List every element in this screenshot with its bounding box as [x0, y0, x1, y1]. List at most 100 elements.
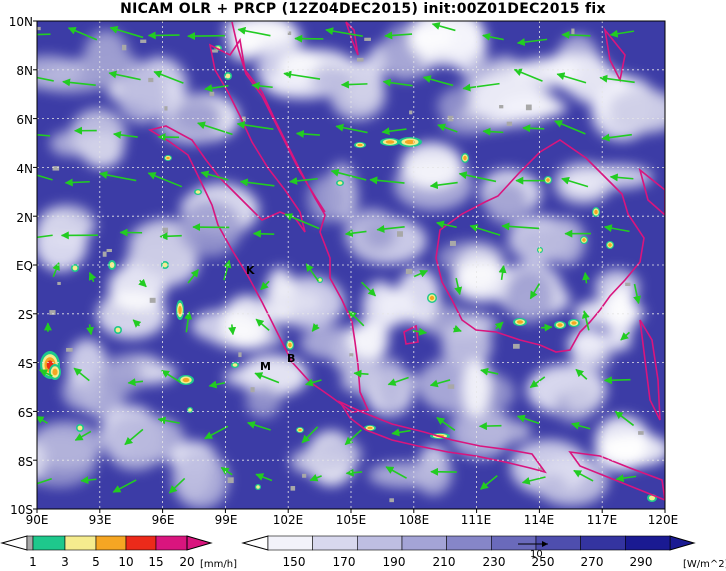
- light-precip-pixel: [513, 343, 520, 349]
- lon-label: 114E: [524, 513, 555, 527]
- precip-ticks: 1 3 5 10 15 20: [29, 555, 194, 569]
- wind-arrow: [345, 468, 363, 477]
- wind-arrow: [260, 280, 270, 291]
- lon-label: 96E: [152, 513, 175, 527]
- wind-arrow: [157, 416, 180, 425]
- light-precip-pixel: [447, 384, 455, 389]
- light-precip-pixel: [37, 26, 41, 31]
- precip-cell: [385, 140, 395, 144]
- sumatra-coastline: [147, 37, 370, 413]
- wind-arrow: [153, 70, 184, 84]
- wind-arrow: [480, 367, 499, 376]
- light-precip-pixel: [49, 310, 56, 315]
- wind-arrow: [348, 310, 365, 327]
- wind-arrow: [112, 130, 138, 139]
- precip-cell: [538, 248, 542, 252]
- wind-arrow: [237, 26, 271, 37]
- wind-arrow: [609, 29, 635, 38]
- precip-cell: [195, 190, 201, 194]
- precip-cell: [429, 295, 435, 301]
- light-precip-pixel: [242, 116, 246, 122]
- wind-arrow: [236, 120, 274, 130]
- wind-arrow: [108, 70, 141, 81]
- wind-arrow: [86, 324, 94, 336]
- precip-cell: [557, 323, 563, 327]
- wind-arrow: [458, 171, 497, 183]
- java-coastline: [337, 400, 547, 474]
- cloud-patch: [223, 366, 284, 388]
- precip-tick: 1: [29, 555, 37, 569]
- light-precip-pixel: [397, 231, 403, 237]
- wind-arrow: [603, 376, 631, 385]
- light-precip-pixel: [121, 44, 127, 51]
- wind-arrow: [581, 310, 590, 331]
- wind-arrow: [614, 410, 635, 427]
- wind-arrow: [37, 416, 48, 424]
- precip-colorbar-segment: [32, 535, 66, 551]
- wind-arrow: [147, 31, 180, 40]
- precip-cell: [256, 485, 260, 489]
- light-precip-pixel: [364, 37, 371, 41]
- olr-colorbar-segment: [580, 535, 626, 551]
- wind-arrow: [62, 78, 96, 87]
- precip-cell: [649, 495, 655, 501]
- wind-arrow: [516, 414, 540, 425]
- wind-arrow: [575, 368, 588, 380]
- wind-arrow: [436, 220, 457, 229]
- light-precip-pixel: [571, 28, 575, 35]
- cloud-patch: [364, 221, 396, 249]
- wind-arrow: [561, 30, 591, 39]
- wind-arrow: [529, 376, 546, 389]
- olr-colorbar-segment: [267, 535, 313, 551]
- wind-arrow: [436, 416, 456, 431]
- olr-colorbar-segment: [357, 535, 403, 551]
- cloud-patch: [37, 443, 46, 480]
- light-precip-pixel: [287, 31, 292, 35]
- wind-arrow: [197, 121, 233, 136]
- cloud-patch: [535, 473, 568, 500]
- cloud-patch: [449, 404, 513, 459]
- wind-arrow: [330, 168, 367, 181]
- wind-arrow: [187, 268, 199, 284]
- wind-arrow: [353, 369, 369, 378]
- olr-tick: 150: [283, 555, 306, 569]
- light-precip-pixel: [66, 347, 73, 352]
- precip-cell: [52, 368, 58, 376]
- wind-arrow: [184, 311, 193, 333]
- precip-cells: [37, 26, 657, 503]
- wind-arrow: [204, 84, 229, 93]
- precip-cell: [115, 327, 121, 333]
- precip-cell: [594, 209, 598, 215]
- olr-colorbar-segment: [491, 535, 537, 551]
- wind-arrow: [521, 476, 546, 485]
- precip-tick: 3: [61, 555, 69, 569]
- lon-label: 120E: [648, 513, 679, 527]
- wind-arrow: [289, 176, 318, 185]
- olr-tick: 250: [532, 555, 555, 569]
- precip-cell: [178, 305, 182, 315]
- wind-arrow: [412, 327, 428, 336]
- cloud-patch: [441, 112, 494, 135]
- cloud-patch: [563, 381, 604, 414]
- wind-arrow: [513, 68, 543, 82]
- small-island-coastline: [403, 324, 419, 345]
- light-precip-pixel: [389, 498, 394, 503]
- light-precip-pixel: [349, 353, 354, 357]
- precip-cell: [337, 181, 343, 185]
- precip-cell: [166, 156, 170, 160]
- borneo-coastline: [435, 139, 645, 353]
- lat-label: 2N: [16, 211, 33, 225]
- wind-arrow: [37, 133, 51, 137]
- wind-arrow: [37, 478, 52, 488]
- lat-lon-grid: [37, 21, 665, 509]
- wind-arrow: [161, 369, 181, 384]
- light-precip-pixel: [290, 486, 296, 491]
- precip-cell: [546, 178, 550, 182]
- cloud-patch: [462, 359, 491, 418]
- light-precip-pixel: [499, 105, 504, 109]
- wind-arrow: [325, 27, 363, 37]
- wind-arrow: [228, 324, 237, 336]
- wind-arrow: [422, 75, 454, 87]
- precip-cell: [367, 426, 373, 430]
- precip-cell: [298, 428, 302, 432]
